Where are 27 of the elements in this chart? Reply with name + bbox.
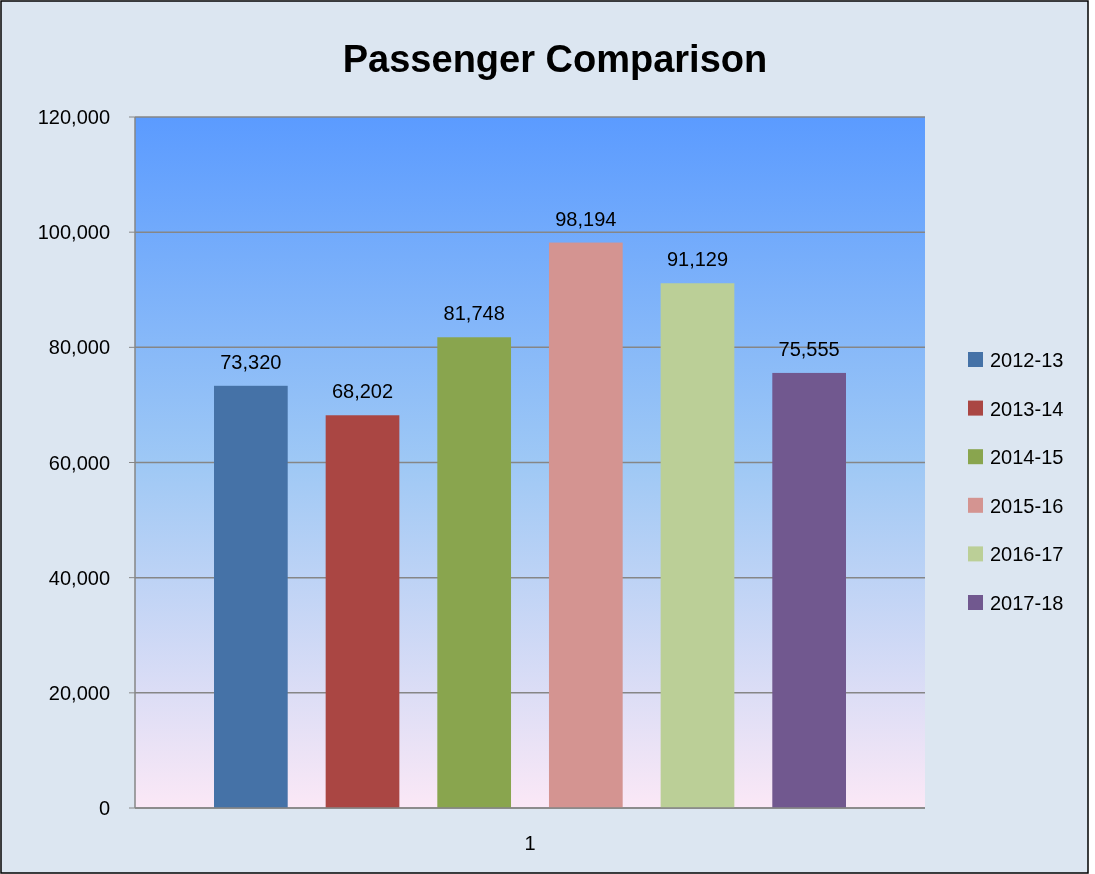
x-tick-label: 1 xyxy=(524,832,536,854)
data-label: 91,129 xyxy=(666,248,729,271)
y-tick-label: 0 xyxy=(98,797,110,819)
bar xyxy=(548,242,623,808)
bar xyxy=(437,337,512,808)
bar xyxy=(214,385,288,808)
legend-label: 2017-18 xyxy=(990,592,1064,614)
legend-label: 2013-14 xyxy=(990,397,1064,420)
y-tick-label: 40,000 xyxy=(48,566,110,589)
chart-title: Passenger Comparison xyxy=(342,38,768,80)
legend-label: 2016-17 xyxy=(990,543,1064,566)
legend-label: 2012-13 xyxy=(990,349,1064,371)
data-label: 68,202 xyxy=(331,380,394,403)
y-tick-label: 60,000 xyxy=(48,451,110,474)
y-tick-label: 120,000 xyxy=(37,106,110,128)
legend-label: 2014-15 xyxy=(990,446,1064,469)
y-tick-label: 80,000 xyxy=(48,336,110,359)
data-label: 98,194 xyxy=(555,207,617,230)
data-label: 75,555 xyxy=(778,337,840,360)
data-label: 73,320 xyxy=(220,350,282,373)
bar xyxy=(772,372,846,808)
y-tick-label: 100,000 xyxy=(37,221,110,244)
bar xyxy=(660,283,735,808)
legend-label: 2015-16 xyxy=(990,494,1064,517)
bar xyxy=(325,415,400,808)
y-tick-label: 20,000 xyxy=(48,681,110,704)
data-label: 81,748 xyxy=(443,302,505,325)
